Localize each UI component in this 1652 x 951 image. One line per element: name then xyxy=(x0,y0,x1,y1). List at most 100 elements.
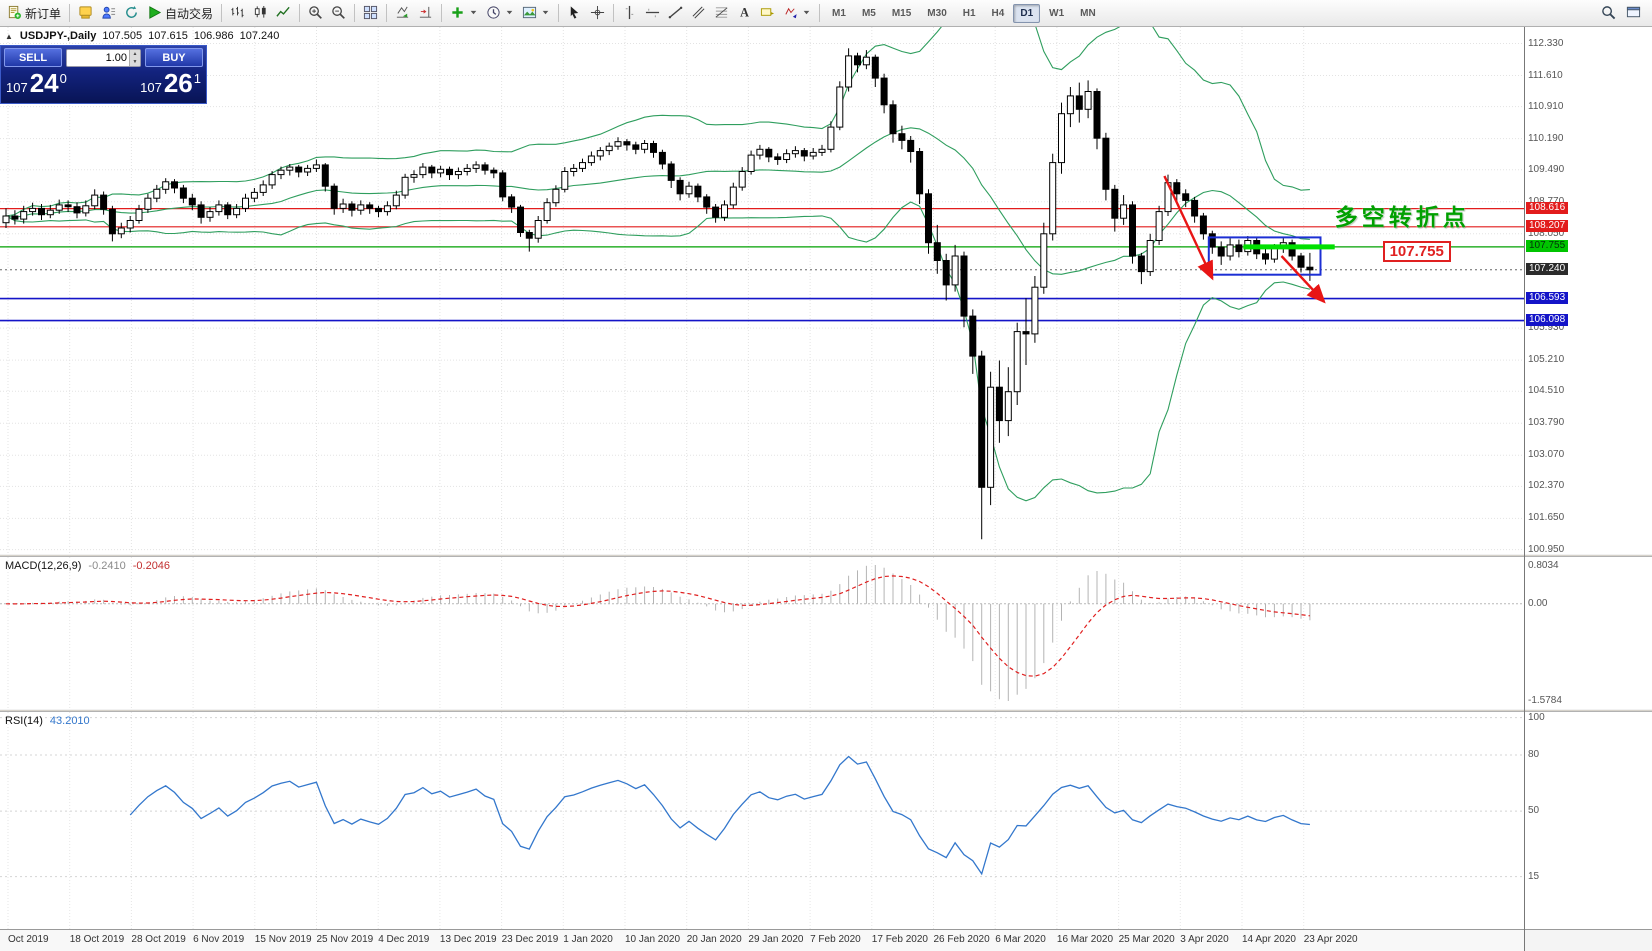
tile-windows-button[interactable] xyxy=(359,2,382,24)
time-axis[interactable]: Oct 2019 18 Oct 2019 28 Oct 2019 6 Nov 2019… xyxy=(0,929,1524,951)
timeframe-M30-button[interactable]: M30 xyxy=(927,7,947,19)
macd-axis[interactable]: 0.8034 0.00 -1.5784 xyxy=(1525,557,1652,709)
timeframe-W1-button[interactable]: W1 xyxy=(1049,7,1065,19)
vertical-line-button[interactable] xyxy=(618,2,641,24)
channel-button[interactable] xyxy=(687,2,710,24)
dropdown-caret-icon[interactable] xyxy=(802,4,811,22)
zoom-in-button[interactable] xyxy=(304,2,327,24)
crosshair-button[interactable] xyxy=(586,2,609,24)
text-button[interactable]: A xyxy=(733,2,756,24)
macd-panel[interactable]: MACD(12,26,9) -0.2410 -0.2046 xyxy=(0,557,1524,709)
price-level-label: 106.098 xyxy=(1526,313,1569,326)
market-watch-button[interactable] xyxy=(97,2,120,24)
dropdown-caret-icon[interactable] xyxy=(469,4,478,22)
price-tick: 110.910 xyxy=(1528,100,1564,112)
main-chart-panel[interactable]: ▲ USDJPY-,Daily 107.505 107.615 106.986 … xyxy=(0,27,1524,554)
price-tick: 104.510 xyxy=(1528,385,1565,397)
timeframe-MN-button[interactable]: MN xyxy=(1080,7,1096,19)
symbol-name: USDJPY-,Daily xyxy=(19,30,97,42)
one-click-collapse-icon[interactable]: ▲ xyxy=(5,32,13,41)
panel-splitter[interactable] xyxy=(0,554,1524,557)
text-label-button[interactable] xyxy=(756,2,779,24)
macd-zero-label: 0.00 xyxy=(1528,597,1548,609)
rsi-tick: 100 xyxy=(1528,712,1545,723)
price-tick: 111.610 xyxy=(1528,69,1563,81)
horizontal-line-button[interactable] xyxy=(641,2,664,24)
timeframe-H4-button[interactable]: H4 xyxy=(991,7,1005,19)
dropdown-caret-icon[interactable] xyxy=(541,4,550,22)
bar-chart-mode-button[interactable] xyxy=(226,2,249,24)
rsi-panel[interactable]: RSI(14) 43.2010 xyxy=(0,712,1524,929)
volume-up-button[interactable]: ▲ xyxy=(132,50,138,57)
search-button[interactable] xyxy=(1597,2,1620,24)
chart-shift-button[interactable] xyxy=(414,2,437,24)
trend-arrow-down-1[interactable] xyxy=(1163,175,1214,281)
date-label: 29 Jan 2020 xyxy=(748,934,804,945)
trendline-button[interactable] xyxy=(664,2,687,24)
rsi-axis[interactable]: 100 80 50 15 xyxy=(1525,712,1652,929)
sell-button[interactable]: SELL xyxy=(4,48,62,67)
arrows-button[interactable] xyxy=(779,2,815,24)
symbol-header: ▲ USDJPY-,Daily 107.505 107.615 106.986 … xyxy=(5,30,279,42)
volume-down-button[interactable]: ▼ xyxy=(132,58,138,65)
rsi-tick: 50 xyxy=(1528,805,1540,817)
fibonacci-button[interactable] xyxy=(710,2,733,24)
zoom-out-button[interactable] xyxy=(327,2,350,24)
price-tick: 108.770 xyxy=(1528,196,1564,207)
navigator-icon xyxy=(124,4,139,22)
date-label: 4 Dec 2019 xyxy=(378,934,430,945)
new-order-button[interactable]: 新订单 xyxy=(3,2,65,24)
date-label: 6 Mar 2020 xyxy=(995,934,1046,945)
content: ▲ USDJPY-,Daily 107.505 107.615 106.986 … xyxy=(0,27,1652,951)
date-label: 14 Apr 2020 xyxy=(1242,934,1296,945)
text-icon: A xyxy=(737,4,752,22)
toolbar-separator xyxy=(558,4,560,22)
buy-price: 107261 xyxy=(140,68,201,98)
periods-button[interactable] xyxy=(482,2,518,24)
periods-icon xyxy=(486,4,501,22)
macd-title: MACD(12,26,9) xyxy=(5,560,82,572)
candlestick-mode-button[interactable] xyxy=(249,2,272,24)
zoom-out-icon xyxy=(331,4,346,22)
buy-button[interactable]: BUY xyxy=(145,48,203,67)
consolidation-box[interactable] xyxy=(1207,236,1322,276)
auto-trading-button[interactable]: 自动交易 xyxy=(143,2,217,24)
timeframe-D1-button[interactable]: D1 xyxy=(1013,3,1041,23)
timeframe-M15-button[interactable]: M15 xyxy=(891,7,912,19)
templates-icon xyxy=(522,4,537,22)
date-label: 28 Oct 2019 xyxy=(131,934,186,945)
price-tick: 101.650 xyxy=(1528,512,1565,524)
dropdown-caret-icon[interactable] xyxy=(505,4,514,22)
ohlc-low: 106.986 xyxy=(193,30,234,42)
trend-arrow-down-2[interactable] xyxy=(1280,255,1326,304)
rsi-canvas[interactable] xyxy=(0,712,1524,929)
auto-scroll-button[interactable] xyxy=(391,2,414,24)
templates-button[interactable] xyxy=(518,2,554,24)
macd-min-label: -1.5784 xyxy=(1528,695,1562,706)
timeframe-H1-button[interactable]: H1 xyxy=(962,7,976,19)
date-label: 20 Jan 2020 xyxy=(686,934,742,945)
date-label: 23 Apr 2020 xyxy=(1303,934,1358,945)
main-chart-canvas[interactable] xyxy=(0,27,1524,554)
main-price-axis[interactable]: 112.330 111.610 110.910 110.190 109.490 108.7… xyxy=(1525,27,1652,554)
search-icon xyxy=(1601,4,1616,22)
price-tick: 109.490 xyxy=(1528,163,1565,175)
macd-canvas[interactable] xyxy=(0,557,1524,709)
line-chart-mode-button[interactable] xyxy=(272,2,295,24)
one-click-trading-panel: SELL ▲▼ BUY 107240 107261 xyxy=(0,45,207,104)
navigator-button[interactable] xyxy=(120,2,143,24)
charts-button[interactable] xyxy=(74,2,97,24)
date-label: 10 Jan 2020 xyxy=(625,934,681,945)
volume-input[interactable] xyxy=(67,49,129,66)
timeframe-M1-button[interactable]: M1 xyxy=(832,7,846,19)
rsi-tick: 80 xyxy=(1528,749,1540,760)
panel-splitter[interactable] xyxy=(0,709,1524,712)
turning-point-annotation[interactable]: 多空转折点 xyxy=(1334,203,1470,230)
indicators-button[interactable] xyxy=(446,2,482,24)
timeframe-M5-button[interactable]: M5 xyxy=(861,7,876,19)
rsi-title: RSI(14) xyxy=(5,715,43,727)
cursor-button[interactable] xyxy=(563,2,586,24)
chart-shift-icon xyxy=(418,4,433,22)
popup-prices-button[interactable] xyxy=(1622,2,1645,24)
price-flag-annotation[interactable]: 107.755 xyxy=(1382,241,1451,263)
